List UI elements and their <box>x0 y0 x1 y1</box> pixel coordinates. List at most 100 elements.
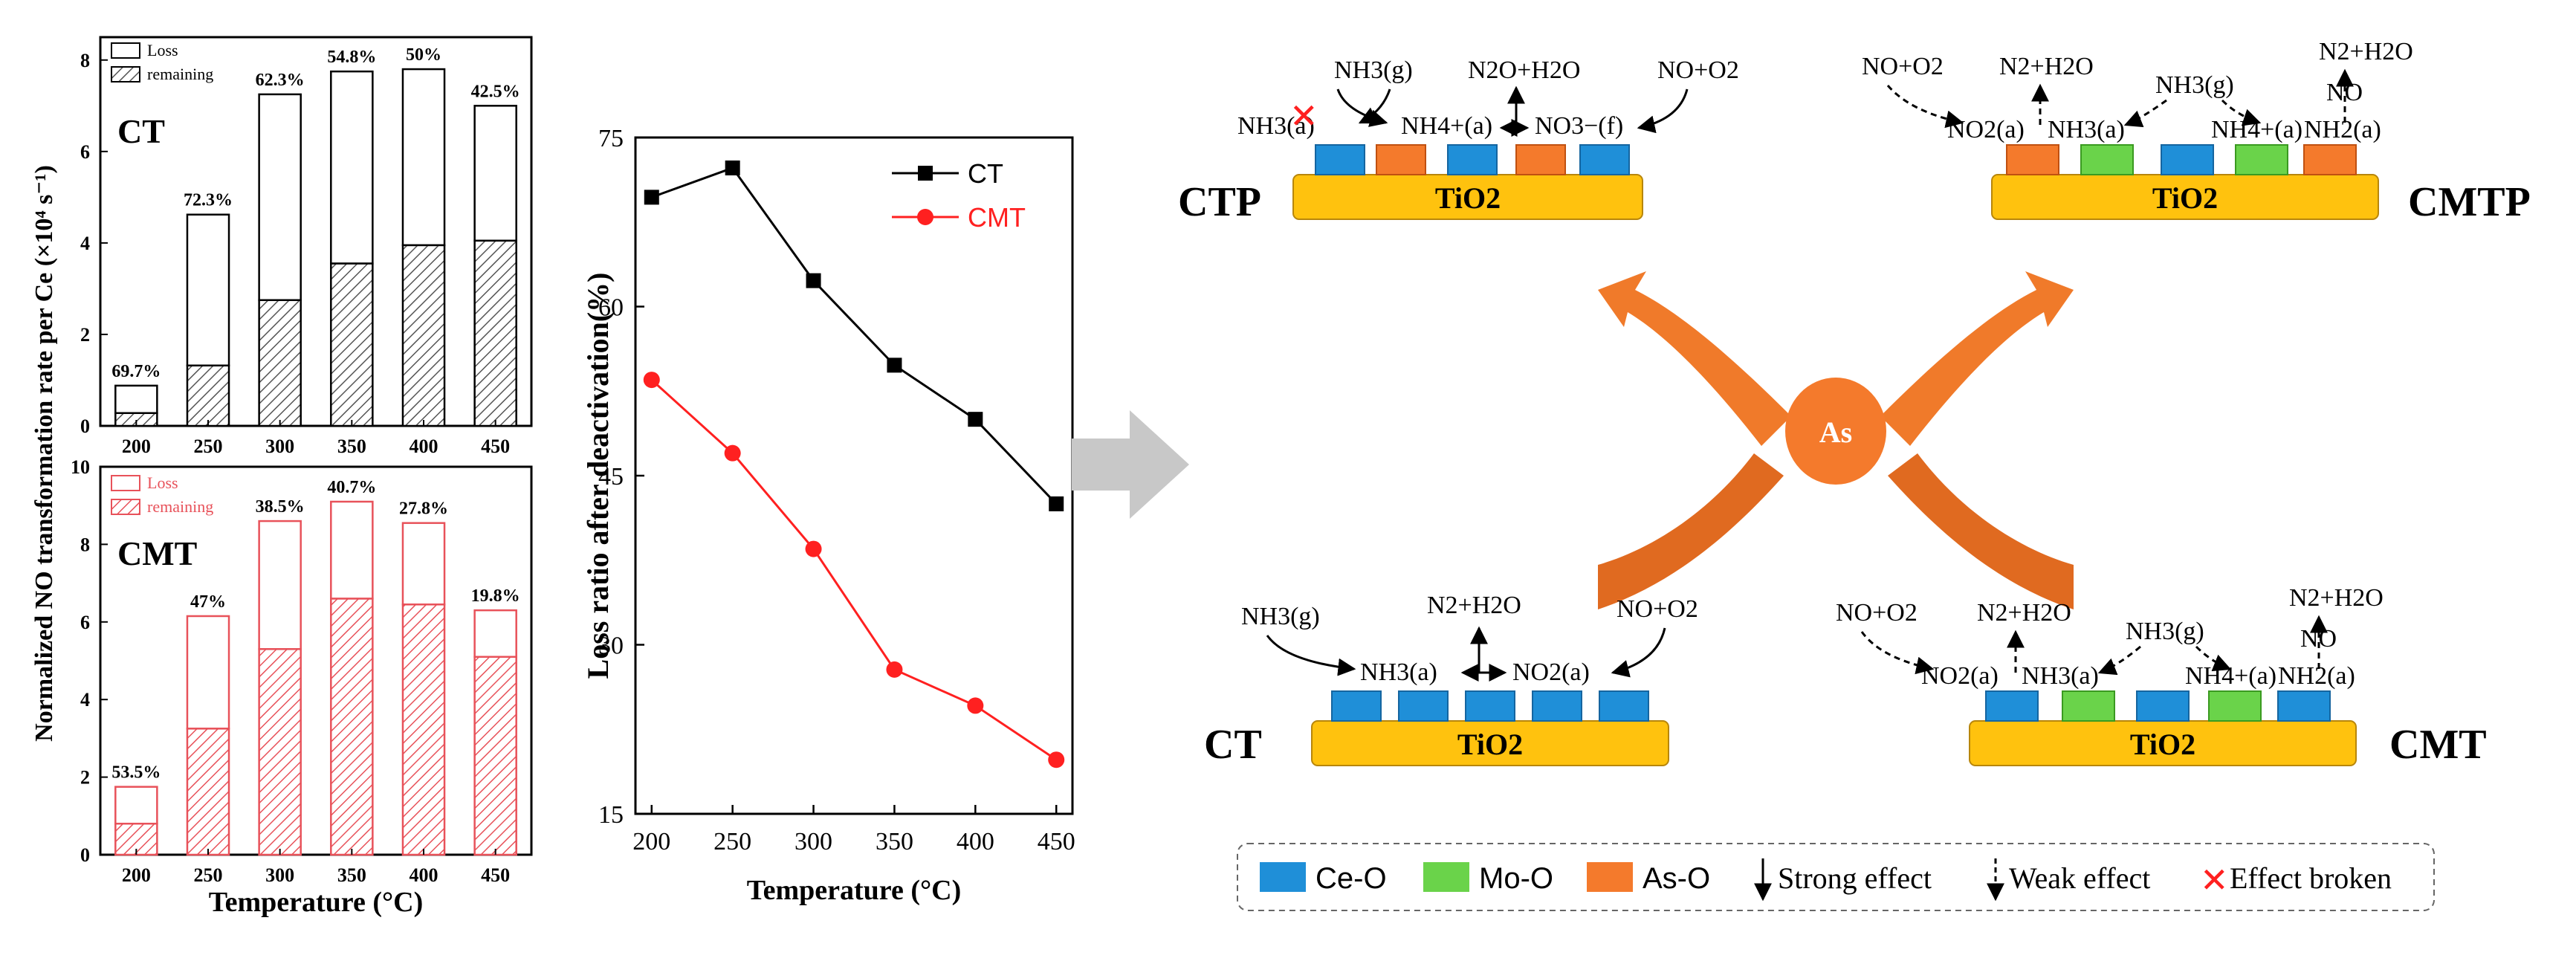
ctp-panel: TiO2 CTP NH3(g) N2O+H2O NO+O2 NH3(a) NH4… <box>1178 56 1739 225</box>
as-center-label: As <box>1819 415 1852 449</box>
cmtp-mo-o-site <box>2235 144 2288 175</box>
ctp-nh3a: NH3(a) <box>1237 112 1315 140</box>
cmt-nh3a: NH3(a) <box>2022 662 2099 690</box>
legend-as-o: As-O <box>1643 862 1710 895</box>
ct-remaining-bar <box>186 364 230 427</box>
ctp-broken-cross-icon: ✕ <box>1289 97 1318 135</box>
line-y-tick-label: 30 <box>598 632 624 660</box>
ctp-arrow <box>1358 88 1391 124</box>
cmt-arrow <box>2097 645 2141 676</box>
cmt-loss-bar <box>258 520 302 650</box>
cmt-loss-bar <box>473 609 517 659</box>
cmt-y-tick-label: 10 <box>71 456 90 478</box>
cmt-legend-remaining-swatch <box>111 499 140 515</box>
ctp-no-o2: NO+O2 <box>1657 56 1739 84</box>
ct-data-label: 42.5% <box>471 82 520 101</box>
line-y-tick-label: 15 <box>598 801 624 829</box>
cmt-ce-o-site <box>2136 690 2190 722</box>
ct-no-o2: NO+O2 <box>1617 595 1698 623</box>
cmt-ce-o-site <box>1985 690 2039 722</box>
series-line-cmt <box>650 378 1058 761</box>
cmt-arrow <box>2195 645 2232 672</box>
ct-legend-loss: Loss <box>147 41 178 59</box>
ct-remaining-bar <box>258 299 302 427</box>
legend-broken-cross-icon: ✕ <box>2200 861 2229 899</box>
ct-y-tick-label: 4 <box>80 233 90 254</box>
ct-x-tick-label: 300 <box>265 436 294 457</box>
cmt-x-tick-label: 200 <box>122 864 151 886</box>
ctp-nh4a: NH4+(a) <box>1401 112 1492 140</box>
cmt-ce-o-site <box>2277 690 2331 722</box>
ct-x-tick-label: 200 <box>122 436 151 457</box>
cmt-legend-loss-swatch <box>111 475 140 491</box>
cmtp-nh2a: NH2(a) <box>2304 116 2381 143</box>
ct-panel: TiO2 CT NH3(g) N2+H2O NO+O2 NH3(a) NO2(a… <box>1204 592 1698 768</box>
line-plot-frame <box>634 136 1074 815</box>
ct-nh3g: NH3(g) <box>1241 603 1320 630</box>
cmt-panel: TiO2 CMT NO+O2 N2+H2O NH3(g) N2+H2O NO N… <box>1836 584 2487 768</box>
cmtp-nh3g: NH3(g) <box>2155 71 2234 99</box>
cmt-remaining-bar <box>330 598 374 856</box>
ct-remaining-bar <box>401 244 446 427</box>
ctp-ce-o-site <box>1579 144 1630 175</box>
ct-y-tick-label: 0 <box>80 415 90 437</box>
ct-data-label: 62.3% <box>256 71 305 90</box>
series-line-ct <box>651 166 1058 505</box>
ct-x-tick-label: 350 <box>337 436 366 457</box>
point-ct <box>887 357 902 373</box>
ct-loss-bar <box>401 68 446 247</box>
ctp-nh3g: NH3(g) <box>1334 56 1413 84</box>
cmt-x-tick-label: 300 <box>265 864 294 886</box>
line-x-tick-label: 450 <box>1038 828 1075 855</box>
legend-broken: Effect broken <box>2230 861 2392 895</box>
cmt-y-tick-label: 2 <box>80 767 90 789</box>
cmtp-as-o-site <box>2303 144 2357 175</box>
ctp-arrow <box>1336 88 1388 127</box>
ct-bar-group: 69.7%20072.3%25062.3%30054.8%35050%40042… <box>80 45 520 457</box>
cmt-legend-remaining: remaining <box>147 497 213 516</box>
legend-cmt-label: CMT <box>968 202 1026 233</box>
ct-name: CT <box>1204 722 1262 768</box>
as-center-circle <box>1785 378 1886 485</box>
ct-loss-bar <box>186 213 230 367</box>
cmt-arrow <box>1860 631 1935 675</box>
cmt-x-tick-label: 400 <box>410 864 438 886</box>
ct-loss-bar <box>330 70 374 265</box>
point-ct <box>1049 496 1064 511</box>
cmt-data-label: 40.7% <box>327 478 376 497</box>
cmt-y-tick-label: 6 <box>80 612 90 633</box>
line-x-axis-label: Temperature (°C) <box>747 875 962 906</box>
left-x-axis-label: Temperature (°C) <box>209 887 424 918</box>
cmt-no: NO <box>2300 625 2337 653</box>
ctp-name: CTP <box>1178 179 1261 225</box>
ct-loss-bar <box>114 384 158 415</box>
ct-data-label: 54.8% <box>327 48 376 67</box>
ct-data-label: 69.7% <box>111 362 161 381</box>
ct-ce-o-site <box>1331 690 1382 722</box>
cmt-data-label: 19.8% <box>471 586 520 606</box>
ct-remaining-bar <box>473 239 517 427</box>
ct-y-tick-label: 6 <box>80 141 90 163</box>
cmtp-no-o2: NO+O2 <box>1862 53 1944 80</box>
ct-remaining-bar <box>330 262 374 427</box>
cmt-legend-loss: Loss <box>147 473 178 492</box>
point-ct <box>968 412 983 427</box>
ct-x-tick-label: 250 <box>194 436 223 457</box>
ctp-no3: NO3−(f) <box>1535 112 1623 140</box>
legend-mo-o-swatch <box>1423 862 1469 892</box>
line-x-tick-label: 200 <box>632 828 670 855</box>
ct-plot-frame <box>99 36 533 427</box>
cmtp-arrow <box>2123 99 2167 128</box>
point-cmt <box>643 372 660 389</box>
cmt-data-label: 47% <box>190 592 226 612</box>
cmt-name: CMT <box>2389 722 2487 768</box>
arrow-to-ctp-icon <box>1598 271 1791 446</box>
point-cmt <box>886 661 903 678</box>
cmt-mo-o-site <box>2208 690 2262 722</box>
line-y-tick-label: 45 <box>598 463 624 491</box>
big-right-arrow-icon <box>1072 410 1189 519</box>
legend-as-o-swatch <box>1587 862 1633 892</box>
ct-x-tick-label: 400 <box>410 436 438 457</box>
ctp-as-o-site <box>1376 144 1426 175</box>
